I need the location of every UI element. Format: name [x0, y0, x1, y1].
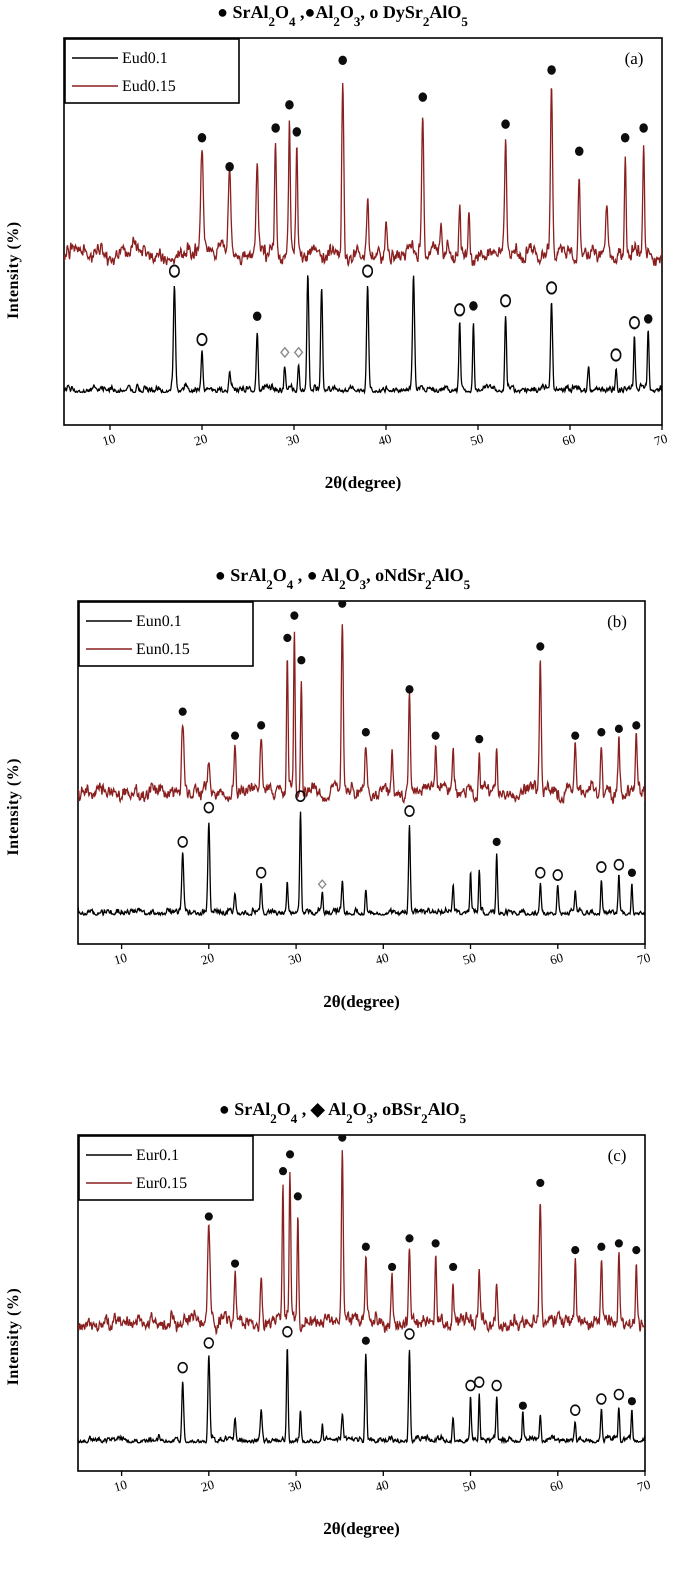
svg-text:2θ(degree): 2θ(degree)	[325, 473, 402, 492]
svg-text:Eud0.1: Eud0.1	[122, 50, 168, 67]
svg-text:Intensity (%): Intensity (%)	[5, 221, 22, 319]
svg-text:Eur0.1: Eur0.1	[136, 1147, 179, 1164]
svg-text:Eur0.15: Eur0.15	[136, 1175, 187, 1192]
svg-text:Eun0.1: Eun0.1	[136, 613, 182, 630]
svg-text:(c): (c)	[608, 1146, 627, 1165]
svg-text:Intensity (%): Intensity (%)	[5, 758, 22, 856]
svg-text:Intensity (%): Intensity (%)	[5, 1288, 22, 1386]
svg-text:Eud0.15: Eud0.15	[122, 78, 176, 95]
svg-text:(a): (a)	[625, 49, 644, 68]
svg-text:2θ(degree): 2θ(degree)	[323, 1519, 400, 1538]
svg-text:Eun0.15: Eun0.15	[136, 641, 190, 658]
svg-text:(b): (b)	[607, 612, 627, 631]
svg-text:2θ(degree): 2θ(degree)	[323, 992, 400, 1011]
